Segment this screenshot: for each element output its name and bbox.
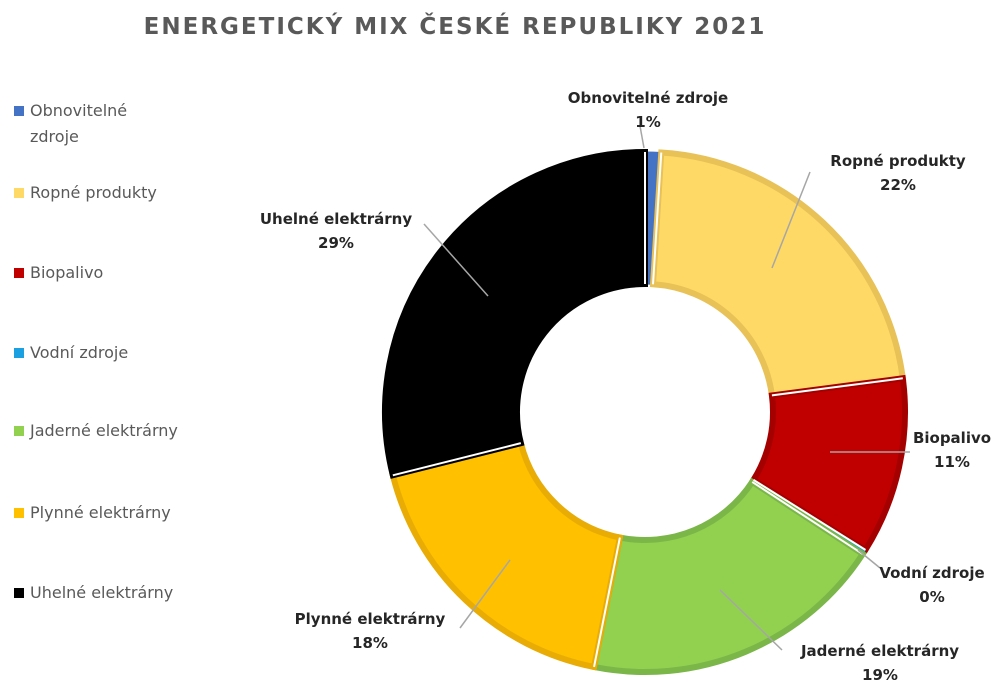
legend-item: Plynné elektrárny: [14, 500, 214, 526]
legend-swatch: [14, 268, 24, 278]
legend-label: Vodní zdroje: [30, 343, 129, 362]
data-label-name: Vodní zdroje: [879, 564, 984, 582]
data-label-value: 19%: [862, 666, 898, 682]
data-label-value: 0%: [919, 588, 944, 606]
data-label-value: 11%: [934, 453, 970, 471]
data-label-name: Plynné elektrárny: [295, 610, 446, 628]
legend-label: Ropné produkty: [30, 183, 157, 202]
legend-item: Vodní zdroje: [14, 340, 214, 366]
leader-line: [423, 223, 489, 297]
data-label-value: 22%: [880, 176, 916, 194]
leader-line: [719, 589, 783, 651]
leader-line: [857, 549, 881, 569]
legend-swatch: [14, 188, 24, 198]
data-label-value: 1%: [635, 113, 660, 131]
leader-line: [639, 125, 645, 149]
donut-slice: [389, 439, 624, 671]
legend-item: Ropné produkty: [14, 180, 214, 206]
legend-item: Obnovitelné zdroje: [14, 98, 214, 150]
slice-separator: [652, 152, 663, 285]
legend-swatch: [14, 348, 24, 358]
legend-swatch: [14, 426, 24, 436]
data-label-name: Ropné produkty: [830, 152, 966, 170]
slice-separator: [751, 481, 864, 555]
data-label-value: 29%: [318, 234, 354, 252]
legend-label: Biopalivo: [30, 263, 104, 282]
legend-label: Plynné elektrárny: [30, 503, 171, 522]
legend-item: Biopalivo: [14, 260, 214, 286]
data-label-name: Biopalivo: [913, 429, 991, 447]
donut-slice: [590, 477, 867, 675]
slice-separator: [593, 537, 621, 668]
leader-line: [459, 559, 511, 629]
slice-separator: [752, 479, 866, 551]
donut-slice: [649, 149, 907, 399]
legend-item: Uhelné elektrárny: [14, 580, 214, 606]
legend-swatch: [14, 106, 24, 116]
chart-title: ENERGETICKÝ MIX ČESKÉ REPUBLIKY 2021: [143, 14, 767, 40]
data-label-value: 18%: [352, 634, 388, 652]
legend-item: Jaderné elektrárny: [14, 418, 214, 444]
data-label-name: Uhelné elektrárny: [260, 210, 412, 228]
legend-label: Jaderné elektrárny: [30, 421, 178, 440]
donut-slice: [382, 148, 648, 479]
legend-swatch: [14, 588, 24, 598]
slice-separator: [771, 377, 903, 397]
slice-separator: [392, 442, 522, 477]
data-label-name: Jaderné elektrárny: [800, 642, 959, 660]
legend-label: Uhelné elektrárny: [30, 583, 174, 602]
leader-line: [771, 171, 811, 269]
legend-swatch: [14, 508, 24, 518]
legend-label: Obnovitelné zdroje: [30, 101, 128, 146]
data-label-name: Obnovitelné zdroje: [568, 89, 728, 107]
